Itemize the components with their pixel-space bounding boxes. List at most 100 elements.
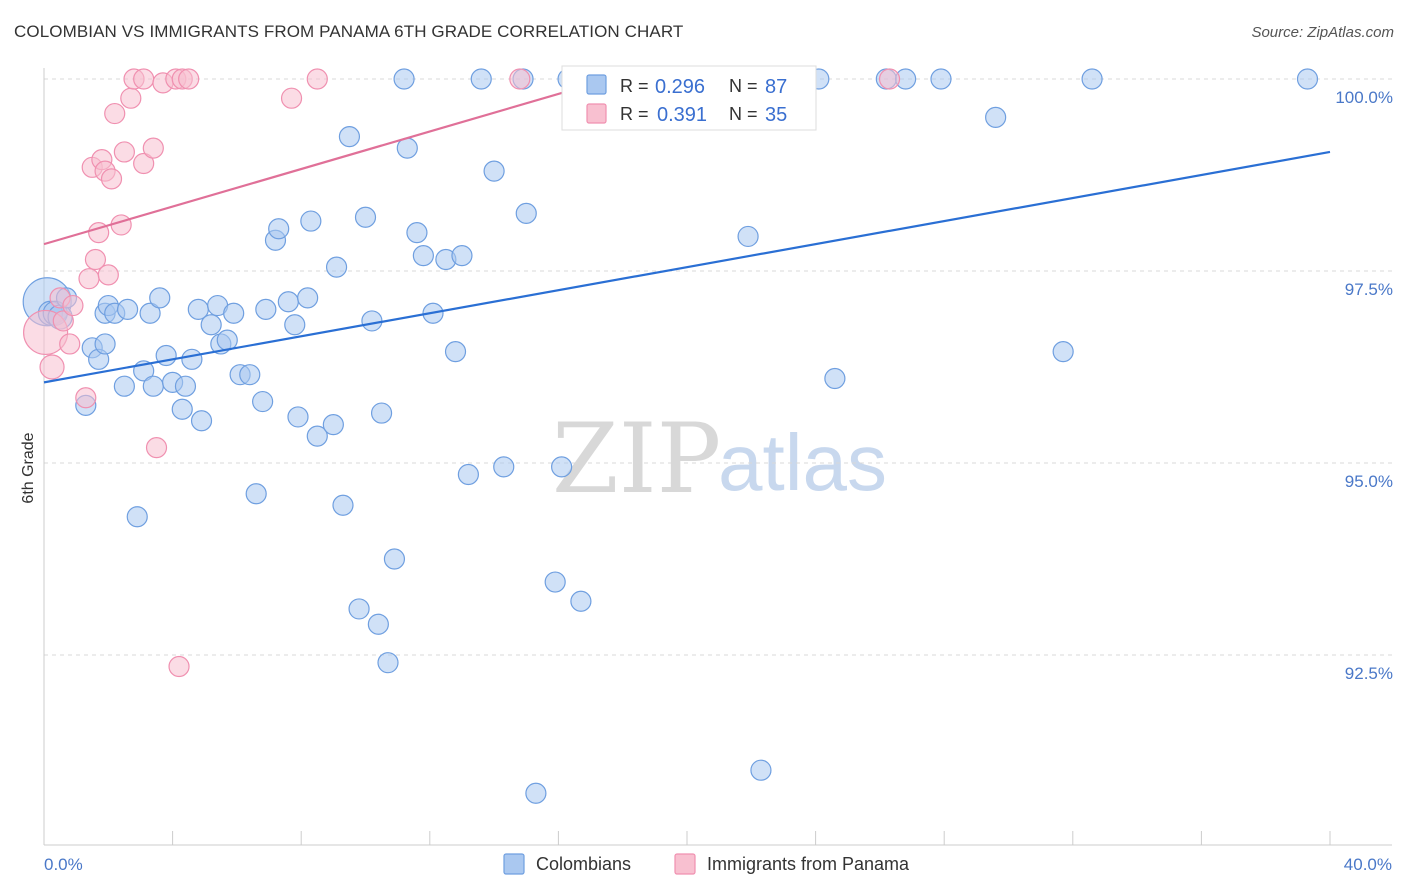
colombians-point-32 bbox=[239, 364, 261, 386]
legend-n-label-1: N = bbox=[729, 76, 758, 96]
watermark-zip: ZIP bbox=[552, 403, 721, 515]
legend-n-value-2: 35 bbox=[765, 104, 787, 126]
panama-point-20 bbox=[133, 68, 155, 90]
colombians-point-13 bbox=[116, 298, 139, 320]
colombians-point-39 bbox=[284, 314, 306, 336]
colombians-point-42 bbox=[300, 210, 322, 232]
panama-point-31 bbox=[509, 68, 531, 90]
colombians-point-61 bbox=[444, 341, 467, 363]
panama-point-22 bbox=[142, 137, 164, 159]
x-tick-label-min: 0.0% bbox=[44, 855, 83, 874]
panama-point-29 bbox=[280, 87, 303, 109]
trend-line-panama bbox=[43, 74, 624, 246]
panama-point-14 bbox=[100, 168, 123, 190]
bottom-legend-label-panama: Immigrants from Panama bbox=[707, 854, 910, 874]
colombians-point-41 bbox=[297, 287, 319, 309]
colombians-point-29 bbox=[216, 329, 238, 351]
colombians-point-38 bbox=[277, 291, 299, 313]
legend-r-value-2: 0.391 bbox=[657, 104, 707, 126]
watermark-atlas: atlas bbox=[718, 418, 887, 507]
colombians-point-46 bbox=[332, 494, 354, 516]
panama-point-5 bbox=[62, 294, 84, 317]
panama-point-34 bbox=[878, 68, 901, 90]
panama-point-9 bbox=[84, 248, 107, 271]
colombians-point-51 bbox=[367, 613, 389, 635]
colombians-point-8 bbox=[94, 333, 116, 355]
colombians-point-22 bbox=[174, 375, 197, 397]
colombians-point-64 bbox=[470, 68, 492, 90]
colombians-point-81 bbox=[985, 106, 1007, 129]
panama-point-6 bbox=[75, 387, 97, 409]
colombians-point-73 bbox=[570, 590, 592, 612]
axes bbox=[43, 68, 1392, 846]
colombians-point-48 bbox=[348, 598, 370, 620]
y-tick-label-3: 100.0% bbox=[1335, 88, 1393, 107]
legend-swatch-panama bbox=[586, 103, 607, 124]
panama-point-18 bbox=[120, 87, 142, 109]
colombians-point-74 bbox=[737, 225, 759, 248]
colombians-point-68 bbox=[515, 202, 537, 224]
bottom-legend-label-colombians: Colombians bbox=[536, 854, 631, 874]
legend-r-value-1: 0.296 bbox=[655, 76, 705, 98]
source-credit: Source: ZipAtlas.com bbox=[1251, 24, 1394, 41]
panama-point-30 bbox=[306, 68, 328, 90]
series-panama bbox=[23, 68, 901, 678]
colombians-point-71 bbox=[551, 456, 573, 478]
colombians-point-75 bbox=[750, 759, 772, 781]
colombians-point-35 bbox=[255, 298, 277, 320]
colombians-point-80 bbox=[930, 68, 952, 90]
colombians-point-49 bbox=[354, 206, 377, 228]
bottom-legend-swatch-panama bbox=[674, 853, 696, 875]
colombians-point-50 bbox=[361, 310, 383, 332]
legend-n-value-1: 87 bbox=[765, 76, 787, 98]
colombians-point-57 bbox=[406, 222, 428, 244]
colombians-point-62 bbox=[451, 245, 473, 267]
colombians-point-18 bbox=[149, 287, 171, 309]
panama-point-26 bbox=[168, 655, 190, 678]
colombians-point-26 bbox=[200, 314, 222, 336]
y-tick-labels: 92.5% 95.0% 97.5% 100.0% bbox=[1335, 88, 1393, 683]
colombians-point-25 bbox=[190, 410, 213, 432]
colombians-point-16 bbox=[139, 302, 161, 324]
panama-point-1 bbox=[39, 354, 65, 380]
colombians-point-21 bbox=[171, 398, 193, 420]
colombians-point-14 bbox=[126, 506, 148, 528]
colombians-point-40 bbox=[287, 406, 309, 428]
colombians-point-30 bbox=[223, 302, 245, 324]
panama-point-17 bbox=[113, 141, 135, 163]
colombians-point-33 bbox=[245, 483, 267, 505]
legend-n-label-2: N = bbox=[729, 104, 758, 124]
colombians-point-23 bbox=[181, 348, 203, 370]
legend-r-label-2: R = bbox=[620, 104, 649, 124]
colombians-point-12 bbox=[113, 375, 135, 397]
colombians-point-69 bbox=[525, 782, 547, 804]
bottom-legend-swatch-colombians bbox=[503, 853, 525, 875]
colombians-point-47 bbox=[338, 126, 361, 148]
trend-lines bbox=[43, 74, 1331, 384]
panama-point-4 bbox=[59, 333, 81, 355]
colombians-point-43 bbox=[306, 425, 328, 447]
colombians-point-82 bbox=[1052, 341, 1074, 363]
panama-point-21 bbox=[133, 152, 155, 175]
colombians-point-37 bbox=[268, 218, 290, 240]
x-tick-labels: 0.0% 40.0% bbox=[44, 855, 1392, 874]
y-tick-label-2: 97.5% bbox=[1345, 280, 1393, 299]
stats-legend: R = 0.296 N = 87 R = 0.391 N = 35 bbox=[561, 65, 817, 131]
series-legend: Colombians Immigrants from Panama bbox=[503, 853, 910, 875]
colombians-point-55 bbox=[393, 68, 415, 90]
colombians-point-58 bbox=[412, 245, 434, 267]
panama-point-28 bbox=[178, 68, 200, 90]
panama-point-13 bbox=[97, 264, 119, 286]
y-axis-title: 6th Grade bbox=[20, 432, 37, 503]
legend-swatch-colombians bbox=[586, 74, 607, 95]
colombians-point-65 bbox=[483, 160, 505, 182]
colombians-point-44 bbox=[322, 414, 344, 436]
panama-point-3 bbox=[52, 310, 74, 332]
colombians-point-52 bbox=[370, 402, 393, 424]
y-tick-label-1: 95.0% bbox=[1345, 472, 1393, 491]
y-tick-label-0: 92.5% bbox=[1345, 664, 1393, 683]
colombians-point-45 bbox=[325, 256, 348, 278]
colombians-point-84 bbox=[1296, 68, 1319, 90]
panama-point-7 bbox=[78, 268, 100, 290]
